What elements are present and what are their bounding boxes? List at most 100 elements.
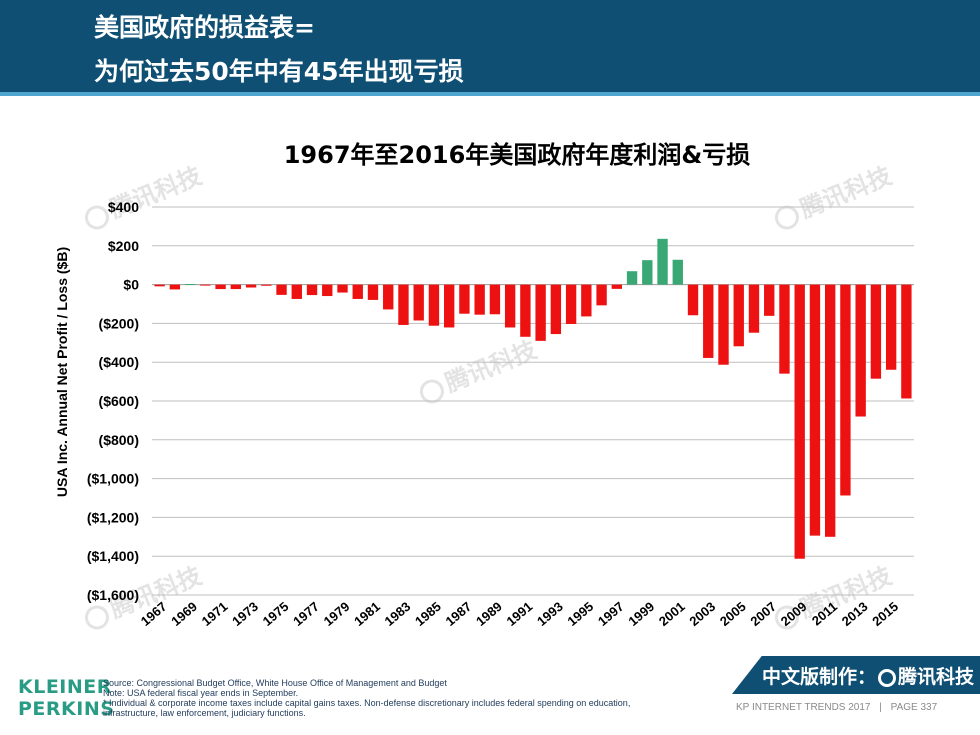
bar-1988 [474,284,485,315]
x-tick-label: 2009 [778,599,810,629]
bar-1977 [306,284,318,296]
y-tick-label: $0 [123,277,139,293]
bar-1970 [200,284,211,286]
x-tick-label: 2003 [686,599,718,629]
bar-2006 [748,284,760,333]
bar-2002 [687,284,699,316]
x-tick-label: 1991 [504,599,536,629]
tencent-logo-icon [878,668,897,687]
y-tick-label: ($1,600) [87,587,139,603]
bar-1997 [611,284,623,289]
note-fiscal-year: Note: USA federal fiscal year ends in Se… [103,688,299,698]
y-tick-label: ($600) [99,393,139,409]
x-tick-label: 1987 [443,599,475,629]
source-text: Source: Congressional Budget Office, Whi… [103,678,447,688]
x-tick-label: 1967 [138,599,170,629]
bar-1994 [565,284,577,324]
x-tick-label: 1983 [382,599,414,629]
footer-separator: | [879,702,882,713]
report-name: KP INTERNET TRENDS 2017 [736,702,871,713]
y-tick-label: ($1,400) [87,548,139,564]
x-tick-label: 1973 [229,599,261,629]
bar-1975 [276,284,287,295]
x-tick-label: 2013 [839,599,871,629]
y-axis-label: USA Inc. Annual Net Profit / Loss ($B) [54,247,70,497]
x-tick-label: 1995 [564,599,596,629]
bar-1990 [504,284,516,328]
bar-2014 [870,284,882,379]
note-taxes: * Individual & corporate income taxes in… [103,698,631,708]
bar-1993 [550,284,562,335]
bar-1987 [459,284,470,314]
chart-title: 1967年至2016年美国政府年度利润&亏损 [284,141,751,169]
x-tick-label: 1971 [199,599,231,629]
x-tick-label: 1985 [412,599,444,629]
bar-1971 [215,284,226,290]
bar-2000 [657,238,668,285]
bar-1981 [367,284,379,300]
bar-1969 [184,284,196,286]
bar-2010 [809,284,821,536]
bar-1992 [535,284,546,341]
header-divider [0,92,980,96]
bar-1979 [337,284,348,293]
bar-1984 [413,284,424,321]
bar-2015 [885,284,897,370]
x-tick-label: 2001 [656,599,688,629]
y-tick-label: $400 [108,199,139,215]
x-tick-label: 1977 [290,599,322,629]
profit-loss-bar-chart: 1967年至2016年美国政府年度利润&亏损 USA Inc. Annual N… [54,141,914,629]
bar-1978 [322,284,333,297]
bar-1982 [383,284,394,310]
page-number: PAGE 337 [890,702,938,713]
page-title-line2: 为何过去50年中有45年出现亏损 [94,57,464,86]
gridlines [152,206,914,596]
bar-2004 [718,284,729,365]
bar-1985 [428,284,440,326]
x-tick-labels: 1967196919711973197519771979198119831985… [138,599,901,629]
note-taxes-cont: infrastructure, law enforcement, judicia… [103,708,306,718]
bars [154,238,912,559]
x-tick-label: 1975 [260,599,292,629]
kleiner-perkins-logo: KLEINER PERKINS [18,676,115,720]
bar-1976 [291,284,302,299]
bar-2003 [703,284,714,358]
bar-1996 [596,284,607,306]
y-tick-label: ($800) [99,432,139,448]
bar-1973 [245,284,257,288]
bar-1974 [261,284,272,286]
y-tick-label: ($400) [99,354,139,370]
bar-1989 [489,284,501,315]
bar-2001 [672,259,683,285]
x-tick-label: 1979 [321,599,353,629]
bar-1968 [169,284,181,290]
bar-1991 [520,284,531,337]
bar-1967 [154,284,165,287]
bar-2007 [764,284,775,316]
translator-badge [732,656,980,694]
x-tick-label: 1981 [351,599,383,629]
bar-1986 [443,284,455,328]
y-tick-labels: $400 $200 $0 ($200) ($400) ($600) ($800) ($1,00… [87,199,139,603]
bar-1980 [352,284,363,299]
bar-1998 [626,271,638,285]
x-tick-label: 2015 [869,599,901,629]
bar-2009 [794,284,805,559]
source-notes: Source: Congressional Budget Office, Whi… [103,678,703,718]
page-title-line1: 美国政府的损益表= [94,13,315,42]
bar-2008 [779,284,790,374]
y-tick-label: ($200) [99,315,139,331]
bar-2011 [824,284,836,537]
x-tick-label: 1993 [534,599,566,629]
y-tick-label: ($1,200) [87,509,139,525]
bar-2012 [840,284,851,496]
bar-1972 [230,284,242,290]
bar-1995 [581,284,592,317]
y-tick-label: $200 [108,238,139,254]
x-tick-label: 1999 [625,599,657,629]
bar-2016 [901,284,912,399]
footer-page-info: KP INTERNET TRENDS 2017 | PAGE 337 [736,702,937,713]
bar-1983 [398,284,409,325]
x-tick-label: 2011 [809,599,840,629]
x-tick-label: 1989 [473,599,505,629]
